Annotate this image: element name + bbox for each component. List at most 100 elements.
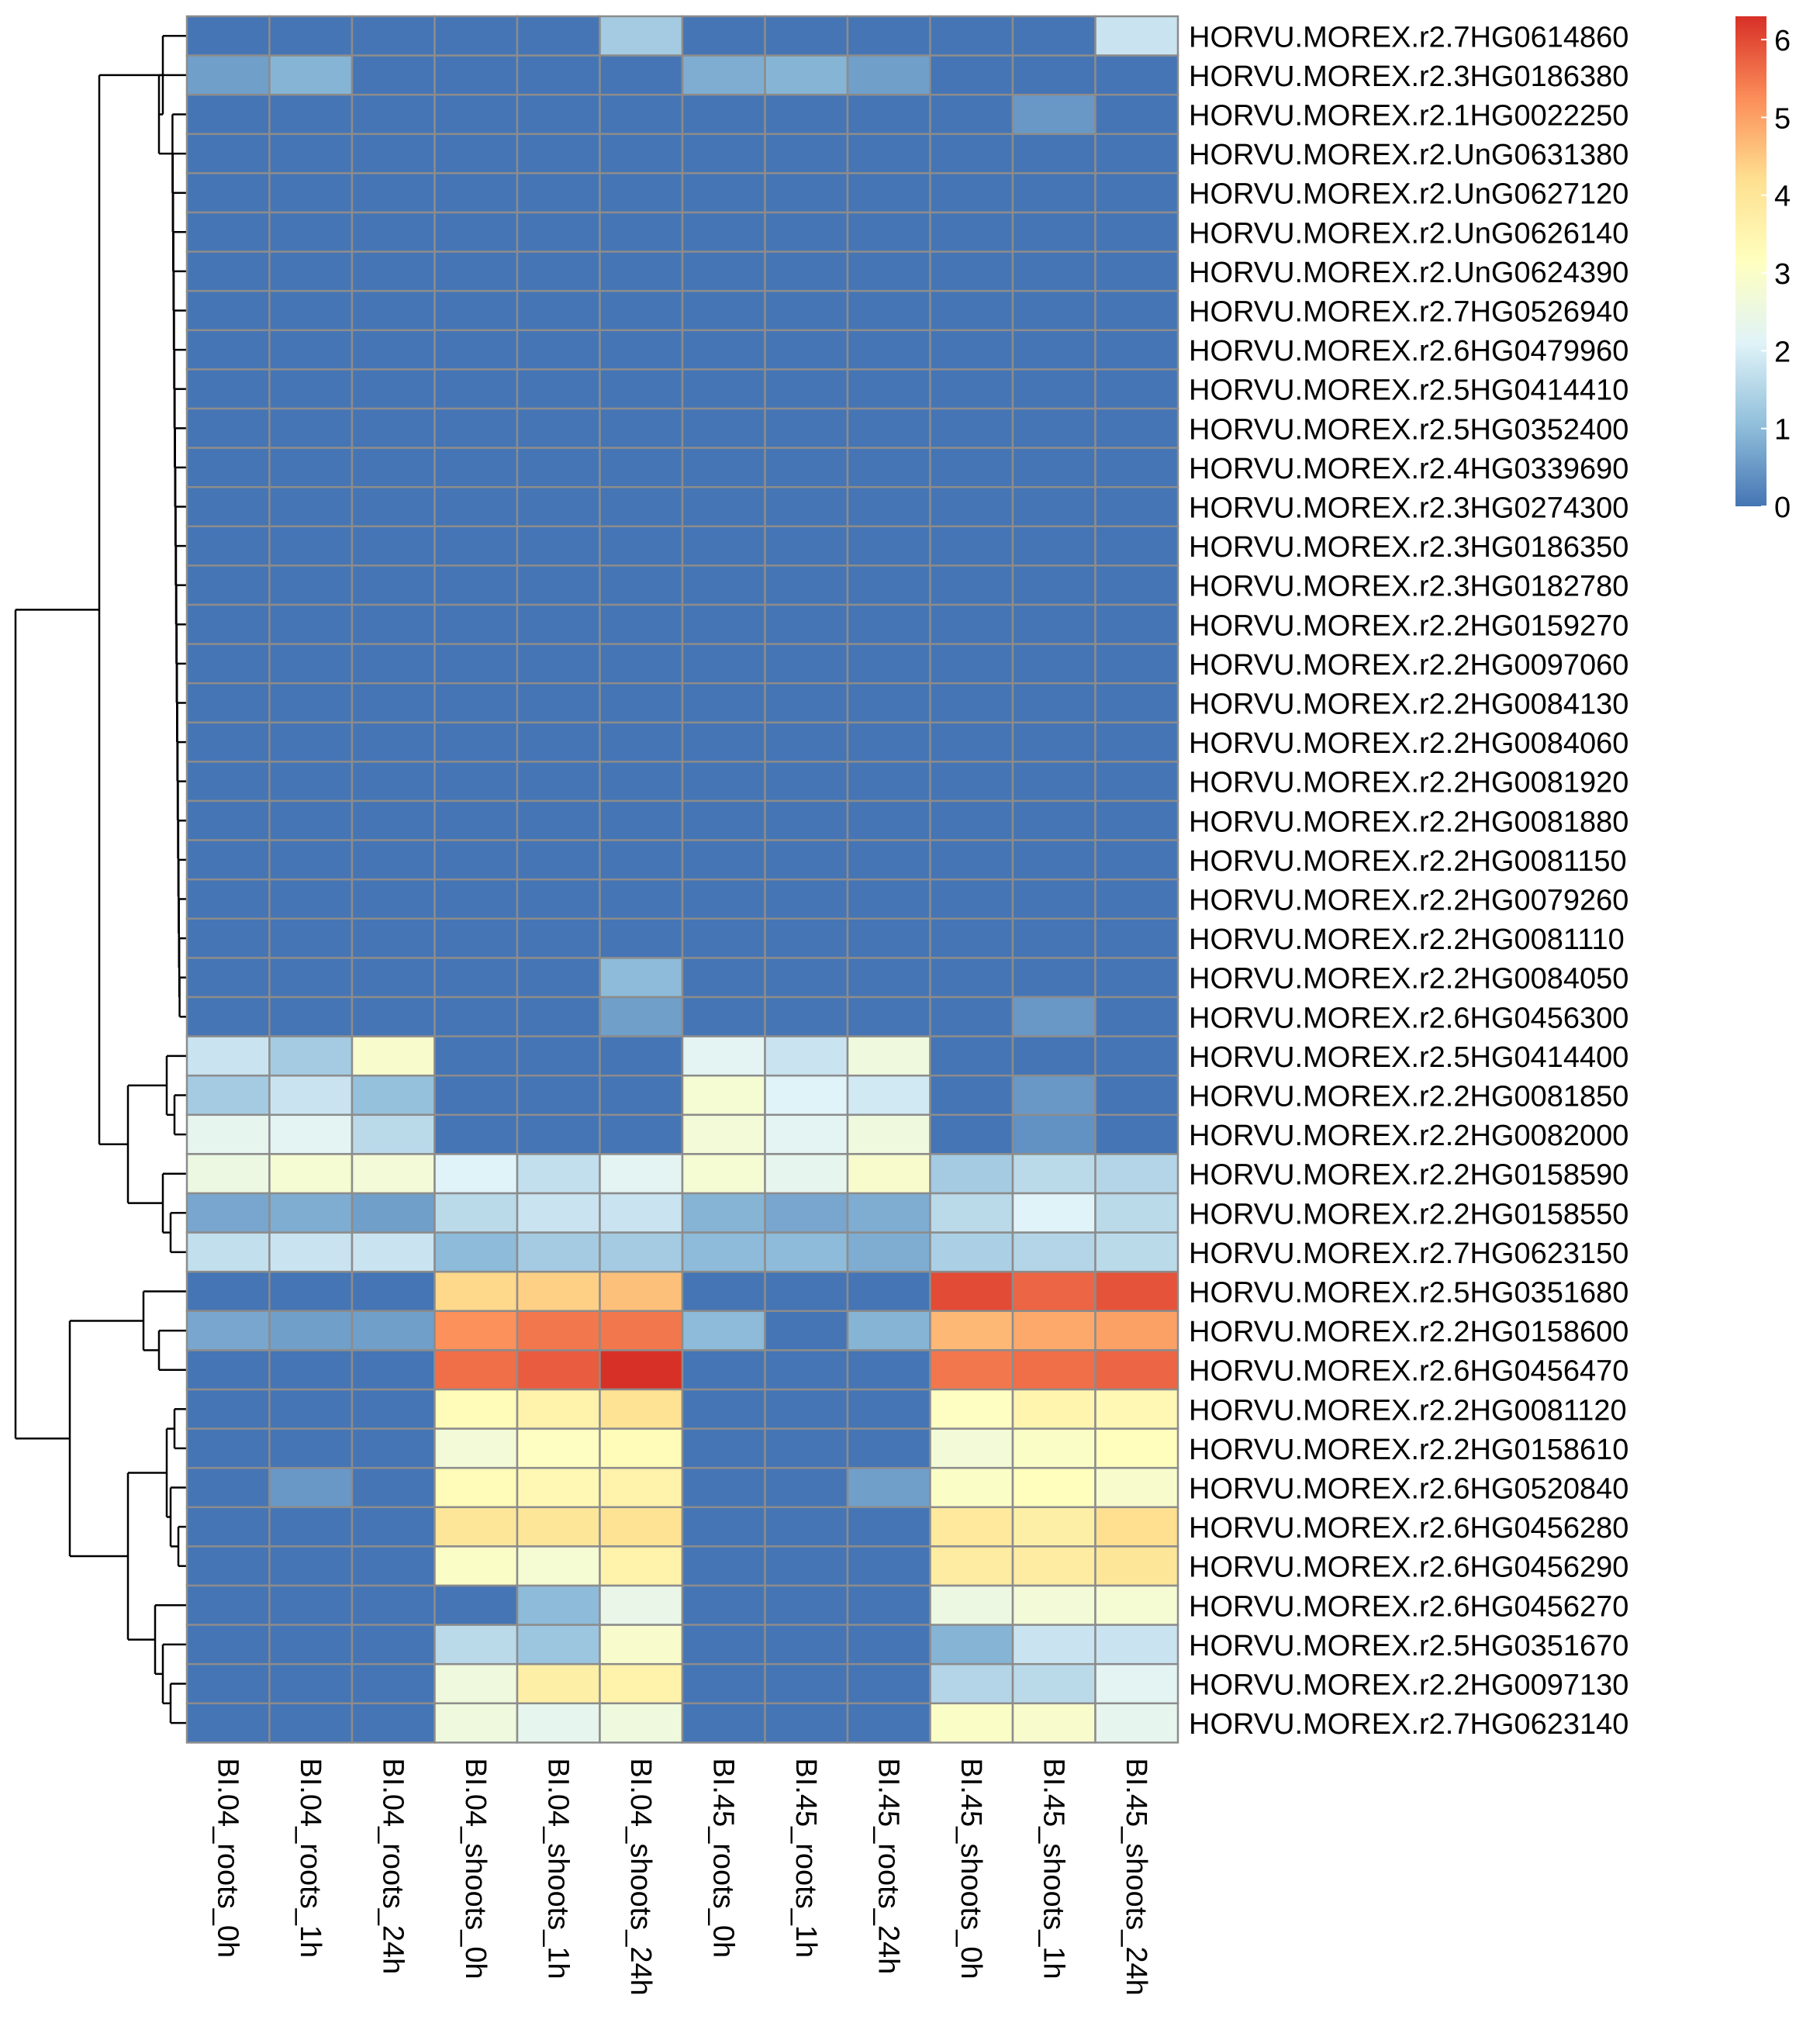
heatmap-cell [929,447,1014,488]
heatmap-cell [433,721,519,763]
heatmap-cell [599,917,684,959]
heatmap-cell [681,761,766,803]
heatmap-cell [929,1427,1014,1469]
heatmap-cell [1094,996,1179,1037]
heatmap-cell [846,1035,931,1077]
heatmap-cell [681,878,766,920]
row-label: HORVU.MOREX.r2.UnG0626140 [1189,217,1628,250]
heatmap-cell [846,1702,931,1744]
color-legend: 0 1 2 3 4 5 6 [1735,16,1791,524]
heatmap-cell [185,54,271,96]
row-label: HORVU.MOREX.r2.7HG0526940 [1189,296,1628,329]
heatmap-cell [1094,682,1179,724]
heatmap-cell [929,211,1014,253]
row-label: HORVU.MOREX.r2.5HG0414400 [1189,1041,1628,1074]
heatmap-cell [1011,329,1096,371]
heatmap-cell [433,133,519,174]
heatmap-cell [929,603,1014,645]
heatmap-cell [599,329,684,371]
heatmap-cell [351,93,436,136]
heatmap-cell [764,603,849,645]
heatmap-cell [268,93,354,136]
heatmap-cell [929,1153,1014,1195]
heatmap-cell [268,368,354,410]
row-label: HORVU.MOREX.r2.6HG0456470 [1189,1355,1628,1388]
heatmap-cell [764,368,849,410]
heatmap-cell [1011,525,1096,567]
heatmap-cell [268,1074,354,1117]
row-label: HORVU.MOREX.r2.6HG0456270 [1189,1590,1628,1623]
heatmap-cell [929,721,1014,763]
heatmap-cell [846,721,931,763]
heatmap-cell [516,1466,601,1509]
heatmap-cell [433,564,519,606]
heatmap-cell [1011,1506,1096,1548]
heatmap-cell [599,485,684,528]
heatmap-cell [268,1310,354,1351]
heatmap-cell [846,1545,931,1587]
heatmap-cell [681,172,766,214]
heatmap-cell [1094,799,1179,841]
heatmap-cell [846,15,931,57]
heatmap-cell [599,1113,684,1155]
heatmap-cell [268,15,354,57]
heatmap-cell [599,368,684,410]
heatmap-cell [1011,1545,1096,1587]
heatmap-cell [681,957,766,999]
heatmap-cell [516,682,601,724]
heatmap-cell [268,917,354,959]
row-label: HORVU.MOREX.r2.6HG0456290 [1189,1552,1628,1584]
heatmap-cell [185,799,271,841]
heatmap-cell [351,54,436,96]
colorbar-tick-label: 6 [1774,25,1791,57]
heatmap-cell [351,1192,436,1234]
heatmap-cell [764,1466,849,1509]
heatmap-cell [681,1231,766,1273]
heatmap-cell [929,93,1014,136]
heatmap-cell [433,1388,519,1430]
heatmap-cell [929,15,1014,57]
heatmap-cell [599,1388,684,1430]
heatmap-cell [764,250,849,292]
heatmap-cell [846,1231,931,1273]
heatmap-cell [516,407,601,449]
heatmap-cell [681,799,766,841]
heatmap-cell [516,643,601,685]
heatmap-cell [929,1545,1014,1587]
heatmap-cell [351,1584,436,1626]
heatmap-cell [351,799,436,841]
heatmap-cell [351,917,436,959]
heatmap-cell [351,878,436,920]
heatmap-cell [516,564,601,606]
heatmap-cell [1011,682,1096,724]
heatmap-cell [516,1702,601,1744]
heatmap-cell [268,1662,354,1705]
colorbar-tick-label: 5 [1774,102,1791,135]
heatmap-cell [681,525,766,567]
heatmap-cell [185,878,271,920]
row-label: HORVU.MOREX.r2.2HG0097060 [1189,649,1628,682]
heatmap-cell [1094,761,1179,803]
heatmap-cell [1094,1466,1179,1509]
heatmap-cell [516,525,601,567]
row-label: HORVU.MOREX.r2.2HG0081850 [1189,1081,1628,1113]
heatmap-cell [1011,1584,1096,1626]
heatmap-cell [681,643,766,685]
heatmap-cell [433,211,519,253]
heatmap-cell [681,1584,766,1626]
heatmap-cell [764,1153,849,1195]
heatmap-cell [681,289,766,332]
row-label: HORVU.MOREX.r2.4HG0339690 [1189,453,1628,485]
heatmap-cell [433,172,519,214]
heatmap-cell [185,1584,271,1626]
heatmap-cell [185,1153,271,1195]
heatmap-cell [599,761,684,803]
row-label: HORVU.MOREX.r2.2HG0158550 [1189,1198,1628,1231]
heatmap-cell [351,682,436,724]
heatmap-cell [351,1388,436,1430]
row-label: HORVU.MOREX.r2.3HG0182780 [1189,571,1628,603]
heatmap-cell [846,447,931,488]
heatmap-cell [1094,485,1179,528]
heatmap-cell [433,93,519,136]
heatmap-cell [185,1624,271,1665]
